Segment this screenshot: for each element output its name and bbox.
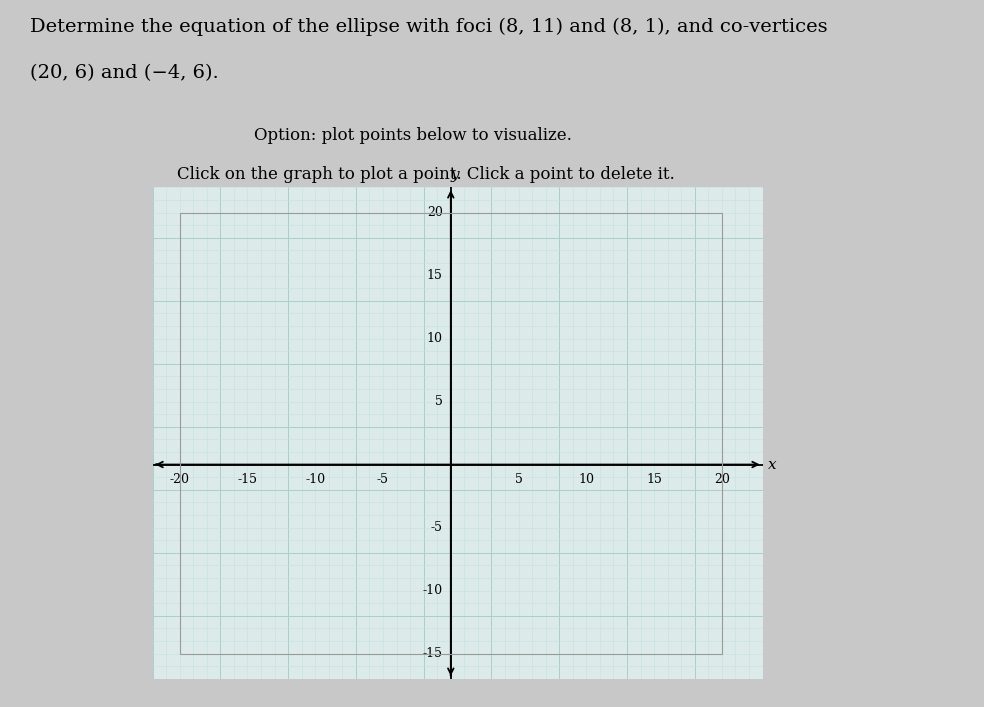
Text: Option: plot points below to visualize.: Option: plot points below to visualize. <box>254 127 573 144</box>
Text: -5: -5 <box>431 521 443 534</box>
Bar <box>180 213 722 653</box>
Text: 20: 20 <box>714 474 730 486</box>
Text: 10: 10 <box>427 332 443 345</box>
Text: (20, 6) and (−4, 6).: (20, 6) and (−4, 6). <box>30 64 218 81</box>
Text: 5: 5 <box>515 474 523 486</box>
Text: -15: -15 <box>423 647 443 660</box>
Text: Click on the graph to plot a point. Click a point to delete it.: Click on the graph to plot a point. Clic… <box>177 166 675 183</box>
Text: -20: -20 <box>169 474 190 486</box>
Text: x: x <box>769 457 776 472</box>
Text: Determine the equation of the ellipse with foci (8, 11) and (8, 1), and co-verti: Determine the equation of the ellipse wi… <box>30 18 828 36</box>
Text: 20: 20 <box>427 206 443 219</box>
Text: 15: 15 <box>427 269 443 282</box>
Text: 5: 5 <box>435 395 443 408</box>
Text: -15: -15 <box>237 474 258 486</box>
Text: -5: -5 <box>377 474 389 486</box>
Text: 15: 15 <box>646 474 662 486</box>
Text: 10: 10 <box>579 474 594 486</box>
Text: -10: -10 <box>305 474 326 486</box>
Text: -10: -10 <box>422 584 443 597</box>
Text: y: y <box>451 168 460 182</box>
